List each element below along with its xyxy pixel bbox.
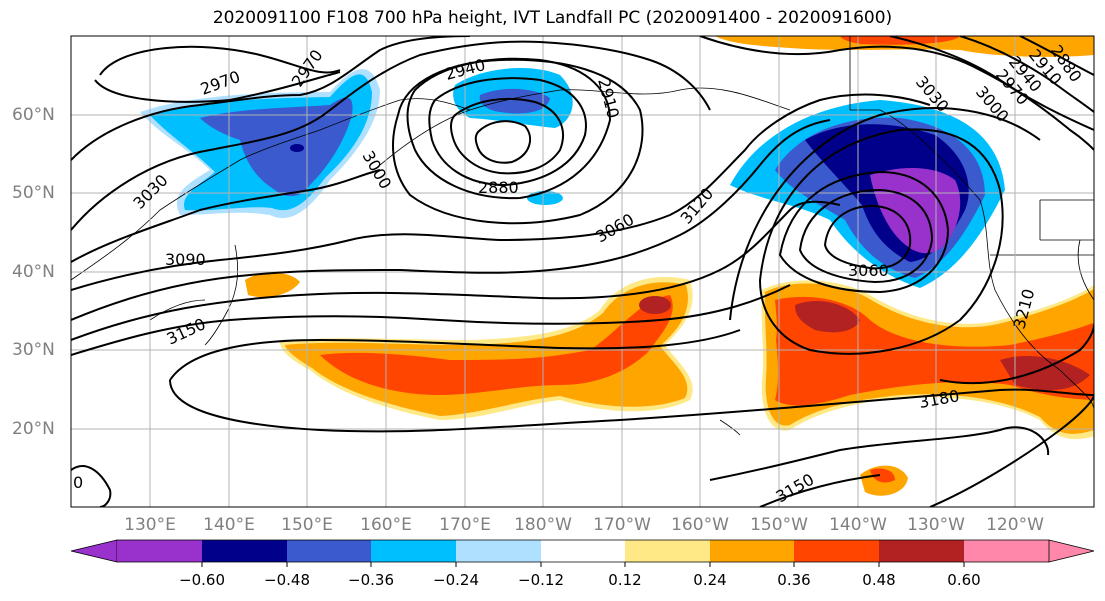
colorbar-bin bbox=[202, 540, 287, 562]
colorbar-tick-label: −0.12 bbox=[518, 571, 564, 589]
latitude-label: 50°N bbox=[12, 183, 55, 203]
contour-label: 2880 bbox=[478, 178, 519, 197]
latitude-label: 40°N bbox=[12, 262, 55, 282]
map-title: 2020091100 F108 700 hPa height, IVT Land… bbox=[212, 8, 893, 28]
longitude-label: 140°E bbox=[203, 515, 255, 535]
latitude-label: 20°N bbox=[12, 419, 55, 439]
longitude-label: 150°W bbox=[750, 515, 808, 535]
colorbar-bin bbox=[625, 540, 710, 562]
longitude-label: 170°W bbox=[593, 515, 651, 535]
colorbar-bin bbox=[287, 540, 371, 562]
longitude-label: 180°W bbox=[514, 515, 572, 535]
colorbar-bin bbox=[964, 540, 1049, 562]
colorbar-extend-high bbox=[1048, 539, 1095, 563]
latitude-label: 60°N bbox=[12, 105, 55, 125]
colorbar-tick-label: 0.48 bbox=[862, 571, 896, 589]
longitude-label: 130°W bbox=[907, 515, 965, 535]
colorbar-tick-label: −0.36 bbox=[348, 571, 394, 589]
colorbar-tick-label: 0.12 bbox=[608, 571, 642, 589]
longitude-label: 130°E bbox=[124, 515, 176, 535]
colorbar-extend-low bbox=[70, 539, 118, 563]
contour-label: 3060 bbox=[848, 261, 889, 280]
colorbar-tick-label: −0.48 bbox=[264, 571, 310, 589]
longitude-label: 170°E bbox=[439, 515, 491, 535]
longitude-label: 140°W bbox=[829, 515, 887, 535]
colorbar-tick-label: 0.60 bbox=[947, 571, 981, 589]
colorbar-bin bbox=[456, 540, 541, 562]
colorbar-bin bbox=[117, 540, 202, 562]
colorbar-tick-label: −0.60 bbox=[179, 571, 225, 589]
colorbar-tick-label: 0.24 bbox=[693, 571, 727, 589]
longitude-label: 160°W bbox=[671, 515, 729, 535]
negative-anomaly-west bbox=[140, 69, 380, 219]
longitude-label: 120°W bbox=[986, 515, 1044, 535]
height-contours bbox=[71, 36, 1094, 507]
longitude-label: 160°E bbox=[360, 515, 412, 535]
colorbar-bin bbox=[794, 540, 879, 562]
contour-label: 3090 bbox=[165, 250, 206, 269]
colorbar-bin bbox=[541, 540, 625, 562]
colorbar-tick-label: 0.36 bbox=[777, 571, 811, 589]
colorbar bbox=[70, 539, 1095, 567]
colorbar-tick-label: −0.24 bbox=[433, 571, 479, 589]
coastlines bbox=[71, 36, 1094, 436]
colorbar-bin bbox=[371, 540, 456, 562]
positive-anomaly-east bbox=[715, 36, 1094, 496]
colorbar-bin bbox=[710, 540, 794, 562]
longitude-label: 150°E bbox=[281, 515, 333, 535]
contour-label: 0 bbox=[73, 473, 83, 492]
colorbar-bin bbox=[879, 540, 964, 562]
latitude-label: 30°N bbox=[12, 340, 55, 360]
graticule bbox=[71, 36, 1094, 507]
